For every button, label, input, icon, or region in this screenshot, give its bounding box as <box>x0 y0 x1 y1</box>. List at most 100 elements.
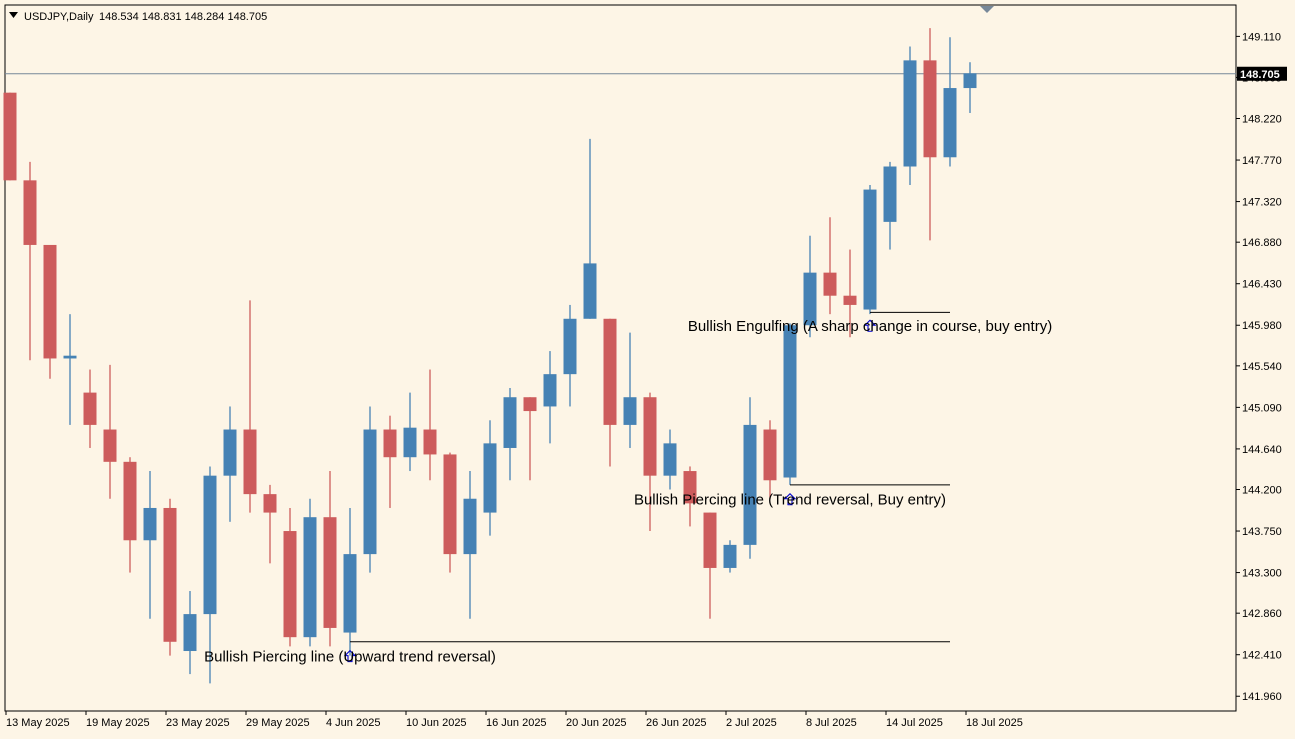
candle-body <box>383 429 397 458</box>
candle[interactable] <box>803 235 817 338</box>
candle-body <box>843 295 857 305</box>
candle[interactable] <box>283 507 297 647</box>
x-tick-label: 10 Jun 2025 <box>406 717 467 729</box>
candle[interactable] <box>543 351 557 444</box>
candle[interactable] <box>943 37 957 167</box>
candle[interactable] <box>423 369 437 481</box>
pattern-annotation[interactable]: Bullish Piercing line (Upward trend reve… <box>204 641 950 666</box>
candle-body <box>623 397 637 425</box>
candle-body <box>743 424 757 545</box>
candle[interactable] <box>963 62 977 113</box>
candle[interactable] <box>363 406 377 573</box>
candle[interactable] <box>743 397 757 559</box>
candle[interactable] <box>83 369 97 448</box>
ohlc-readout: 148.534 148.831 148.284 148.705 <box>99 11 267 23</box>
chart-shift-marker[interactable] <box>980 6 994 13</box>
candle[interactable] <box>823 217 837 315</box>
candle-body <box>523 397 537 412</box>
candle[interactable] <box>263 484 277 564</box>
candle-body <box>83 392 97 425</box>
candle-body <box>463 498 477 555</box>
candle[interactable] <box>443 452 457 573</box>
candle[interactable] <box>383 415 397 508</box>
candle[interactable] <box>643 392 657 532</box>
y-tick-label: 142.410 <box>1242 650 1282 662</box>
candle[interactable] <box>103 364 117 499</box>
candle-body <box>683 471 697 504</box>
candle[interactable] <box>323 471 337 647</box>
candle[interactable] <box>483 420 497 536</box>
candle-body <box>963 73 977 89</box>
x-tick-label: 20 Jun 2025 <box>566 717 627 729</box>
x-tick-label: 19 May 2025 <box>86 717 150 729</box>
candle[interactable] <box>403 392 417 472</box>
candle[interactable] <box>903 46 917 185</box>
candle[interactable] <box>883 161 897 250</box>
current-price-badge <box>1237 66 1287 81</box>
symbol-label: USDJPY,Daily <box>24 11 94 23</box>
chart-header: USDJPY,Daily 148.534 148.831 148.284 148… <box>9 11 267 23</box>
candle-body <box>263 494 277 513</box>
candle[interactable] <box>523 397 537 481</box>
candle-body <box>203 475 217 615</box>
y-tick-label: 145.980 <box>1242 320 1282 332</box>
candle[interactable] <box>223 406 237 522</box>
candle[interactable] <box>603 318 617 467</box>
candle[interactable] <box>143 471 157 619</box>
candle[interactable] <box>703 512 717 619</box>
candle[interactable] <box>303 498 317 647</box>
pattern-annotation[interactable]: Bullish Engulfing (A sharp change in cou… <box>688 311 1052 335</box>
candle[interactable] <box>183 591 197 675</box>
candle[interactable] <box>783 323 797 485</box>
candle[interactable] <box>43 244 57 379</box>
candle-body <box>823 272 837 296</box>
pattern-annotation[interactable]: Bullish Piercing line (Trend reversal, B… <box>634 484 950 509</box>
candle[interactable] <box>863 184 877 315</box>
candle-body <box>783 325 797 478</box>
candle[interactable] <box>623 332 637 448</box>
candle[interactable] <box>23 161 37 361</box>
y-tick-label: 146.430 <box>1242 279 1282 291</box>
x-tick-label: 23 May 2025 <box>166 717 230 729</box>
candle-body <box>143 507 157 541</box>
candle[interactable] <box>683 466 697 527</box>
candle[interactable] <box>503 387 517 481</box>
candle-body <box>183 614 197 652</box>
candle[interactable] <box>163 498 177 656</box>
candle[interactable] <box>923 28 937 241</box>
annotation-label: Bullish Piercing line (Upward trend reve… <box>204 649 496 666</box>
candle-body <box>643 397 657 476</box>
candle[interactable] <box>663 429 677 490</box>
candle-body <box>283 531 297 638</box>
candle[interactable] <box>63 314 77 425</box>
candle[interactable] <box>3 92 17 181</box>
candle-body <box>303 517 317 638</box>
annotation-label: Bullish Engulfing (A sharp change in cou… <box>688 318 1052 335</box>
candle-body <box>23 180 37 245</box>
y-tick-label: 148.220 <box>1242 114 1282 126</box>
candle-body <box>903 60 917 167</box>
candle-body <box>443 454 457 555</box>
candle[interactable] <box>763 420 777 499</box>
y-tick-label: 143.750 <box>1242 526 1282 538</box>
candle-body <box>503 397 517 448</box>
x-tick-label: 29 May 2025 <box>246 717 310 729</box>
y-tick-label: 143.300 <box>1242 568 1282 580</box>
candle[interactable] <box>203 466 217 684</box>
up-arrow-icon <box>783 492 797 506</box>
annotation-label: Bullish Piercing line (Trend reversal, B… <box>634 492 946 509</box>
candle[interactable] <box>563 304 577 407</box>
candle[interactable] <box>463 471 477 619</box>
candle[interactable] <box>123 457 137 573</box>
y-tick-label: 147.770 <box>1242 155 1282 167</box>
candle-body <box>763 429 777 481</box>
candle[interactable] <box>723 540 737 573</box>
candle[interactable] <box>243 300 257 513</box>
dropdown-triangle-icon[interactable] <box>9 12 18 18</box>
x-tick-label: 2 Jul 2025 <box>726 717 777 729</box>
candle[interactable] <box>343 507 357 656</box>
candle[interactable] <box>843 249 857 338</box>
candle[interactable] <box>583 138 597 319</box>
